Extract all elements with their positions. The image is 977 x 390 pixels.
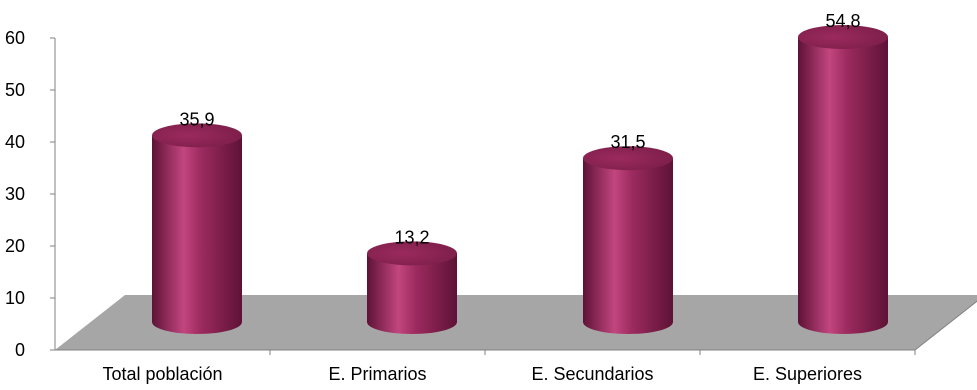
category-label: Total población (102, 364, 222, 384)
data-label: 31,5 (610, 132, 645, 152)
chart-floor (55, 295, 977, 350)
data-label: 35,9 (179, 109, 214, 129)
bar-series (152, 25, 888, 334)
y-tick-label: 0 (15, 340, 25, 360)
x-axis-ticks (269, 350, 916, 355)
bar-3 (583, 146, 673, 334)
y-tick-label: 10 (5, 288, 25, 308)
bar-1 (152, 123, 242, 334)
category-labels: Total población E. Primarios E. Secundario… (102, 364, 862, 384)
bar-body (798, 37, 888, 334)
data-label: 13,2 (394, 227, 429, 247)
data-label: 54,8 (825, 11, 860, 31)
bar-body (583, 158, 673, 334)
category-label: E. Secundarios (531, 364, 653, 384)
bar-top (367, 241, 457, 266)
bar-top (798, 25, 888, 50)
category-label: E. Superiores (753, 364, 862, 384)
y-axis-ticks: 0 10 20 30 40 50 60 (5, 28, 55, 360)
category-label: E. Primarios (328, 364, 426, 384)
bar-body (367, 253, 457, 334)
bar-body (152, 135, 242, 334)
data-labels: 35,9 13,2 31,5 54,8 (179, 11, 860, 247)
bar-4 (798, 25, 888, 334)
bar-2 (367, 241, 457, 334)
x-axis-depth-line (914, 300, 977, 351)
y-tick-label: 30 (5, 184, 25, 204)
y-tick-label: 40 (5, 132, 25, 152)
bar-top (583, 146, 673, 171)
y-tick-label: 20 (5, 236, 25, 256)
y-tick-label: 50 (5, 80, 25, 100)
y-tick-label: 60 (5, 28, 25, 48)
bar-top (152, 123, 242, 148)
